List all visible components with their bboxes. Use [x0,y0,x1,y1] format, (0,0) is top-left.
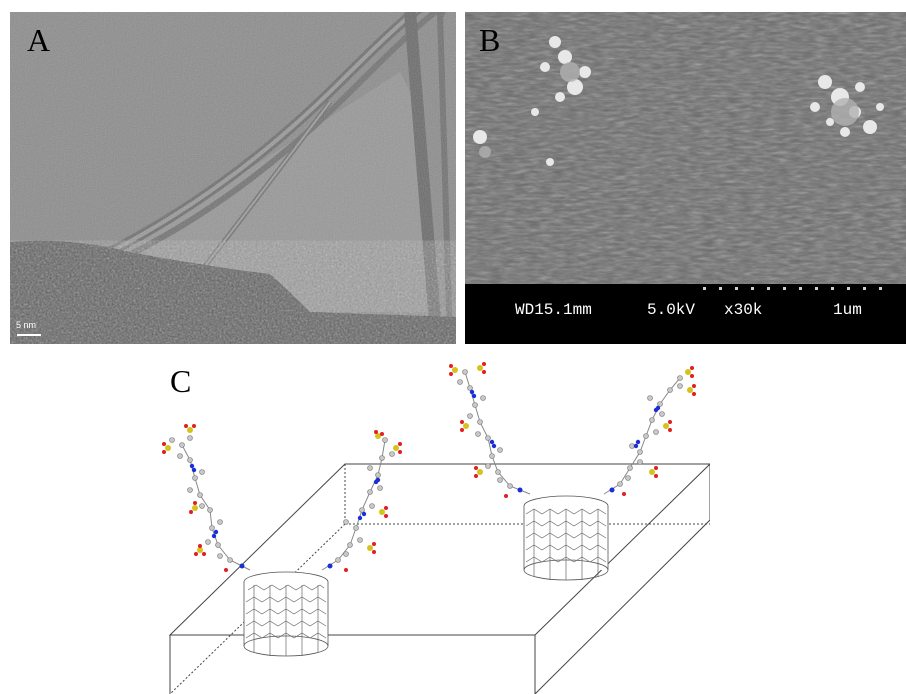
nanotube-left [243,571,329,657]
sem-magnification: x30k [724,301,763,319]
schematic-diagram [162,362,710,694]
tem-image-panel: A 5 nm [10,12,456,344]
sem-scale-label: 1um [833,301,862,319]
sem-scale-ticks [703,287,882,290]
sem-image-panel: B WD15.1mm 5.0kV x30k 1um [465,12,906,344]
nitrogen-atoms [189,389,661,569]
scale-bar [17,334,41,336]
scale-bar-label: 5 nm [16,320,37,330]
tem-image [10,12,456,344]
sem-working-distance: WD15.1mm [515,301,592,319]
sem-info-bar [465,284,906,344]
sulfonate-groups [162,362,696,572]
sem-image [465,12,906,284]
panel-letter-c: C [170,363,192,399]
panel-letter-a: A [27,22,51,58]
nanotube-right [523,495,609,581]
panel-letter-b: B [479,22,501,58]
carbon-atoms [169,369,683,563]
sem-voltage: 5.0kV [647,301,696,319]
